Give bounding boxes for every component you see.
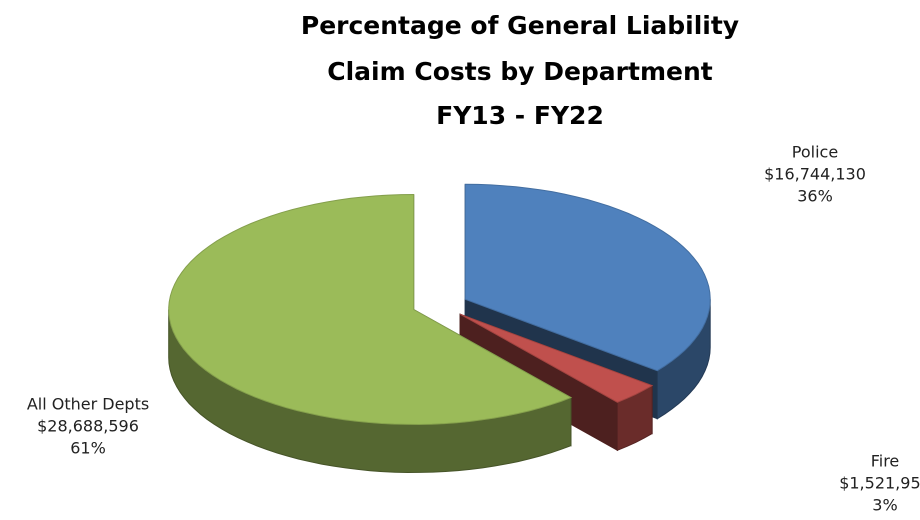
slice	[459, 313, 654, 403]
value-label: $28,688,596	[37, 417, 139, 436]
slice	[168, 193, 573, 426]
value-label: $16,744,130	[764, 165, 866, 184]
share-label: 3%	[872, 496, 897, 515]
slice-label: All Other Depts	[27, 395, 149, 414]
chart-title: FY13 - FY22	[436, 101, 604, 130]
chart-title: Claim Costs by Department	[327, 57, 712, 86]
slice	[464, 183, 711, 372]
slice-label: Fire	[871, 452, 900, 471]
slice-label: Police	[792, 143, 838, 162]
share-label: 36%	[797, 187, 833, 206]
value-label: $1,521,955	[839, 474, 920, 493]
chart-title: Percentage of General Liability	[301, 11, 739, 40]
share-label: 61%	[70, 439, 106, 458]
